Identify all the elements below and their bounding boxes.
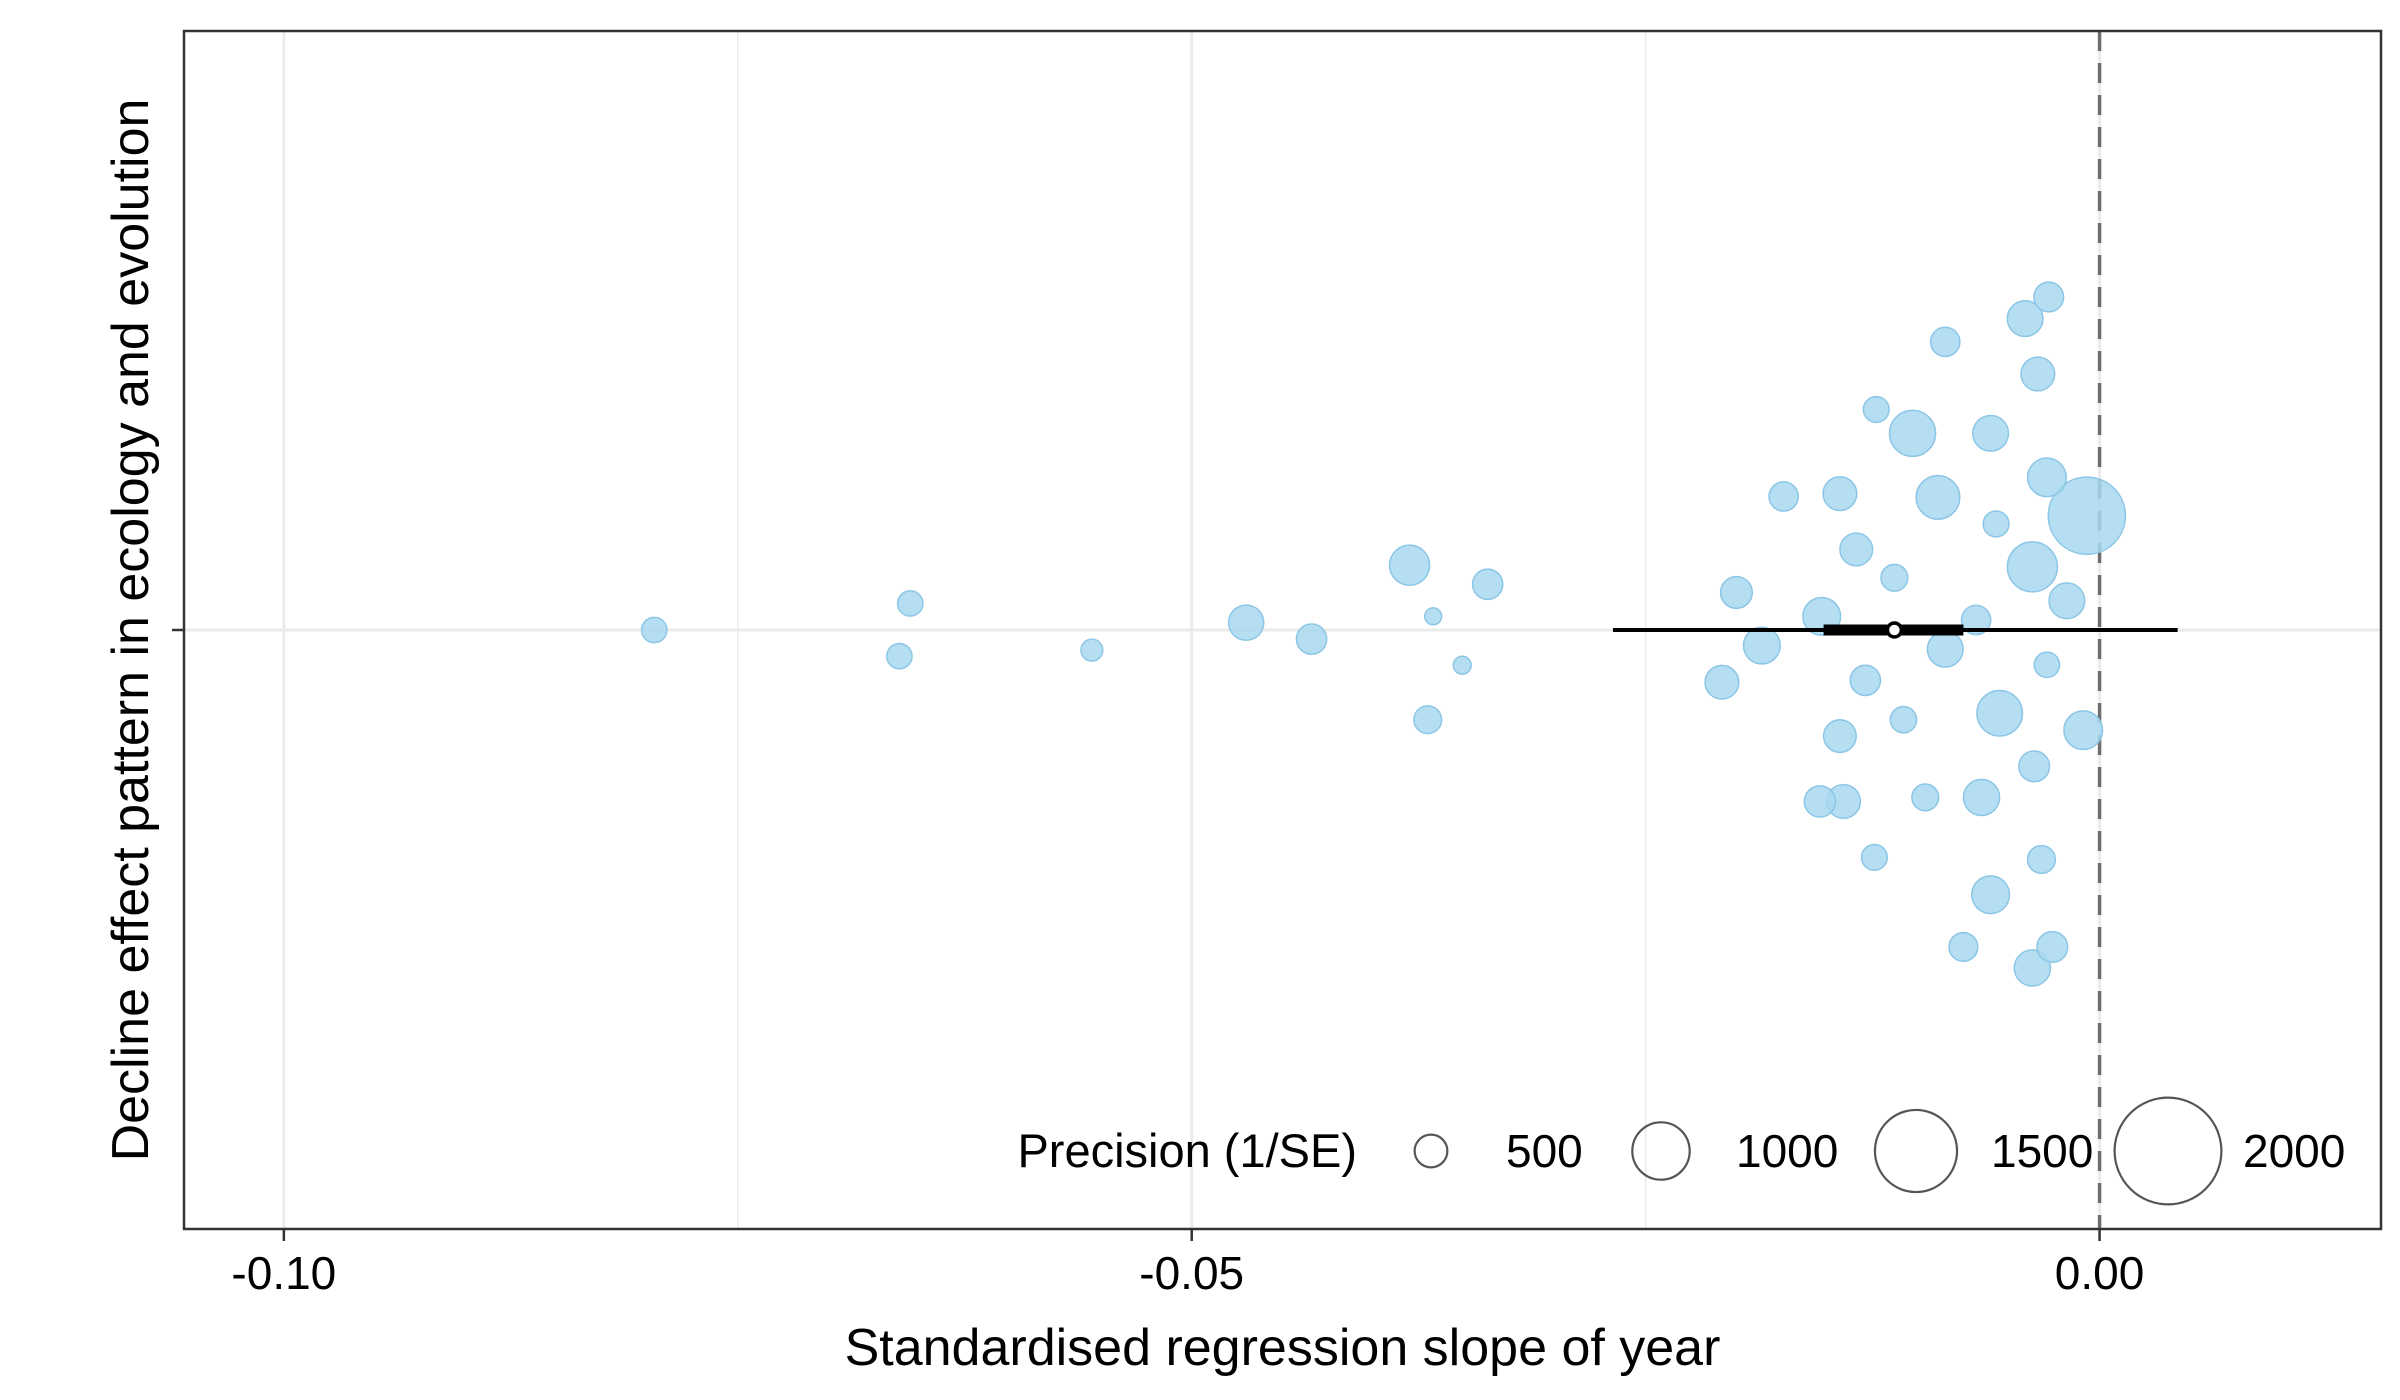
data-point bbox=[1803, 785, 1837, 818]
data-point bbox=[1972, 414, 2010, 452]
data-point bbox=[1227, 604, 1265, 641]
data-point bbox=[1452, 655, 1472, 675]
legend-key-circle bbox=[1873, 1108, 1959, 1194]
data-point bbox=[640, 616, 668, 644]
data-point bbox=[885, 642, 913, 670]
y-axis-title: Decline effect pattern in ecology and ev… bbox=[102, 99, 160, 1162]
legend-label: 1500 bbox=[1991, 1125, 2093, 1177]
data-point bbox=[1704, 664, 1740, 700]
data-point bbox=[1960, 604, 1992, 636]
data-point bbox=[1862, 395, 1890, 424]
legend-label: 500 bbox=[1506, 1125, 1583, 1177]
data-point bbox=[1976, 689, 2024, 737]
data-point bbox=[896, 590, 924, 617]
estimate-point bbox=[1885, 621, 1904, 639]
legend-label: 1000 bbox=[1736, 1125, 1838, 1177]
data-point bbox=[2063, 710, 2104, 751]
legend-key-circle bbox=[1413, 1133, 1449, 1169]
data-point bbox=[1982, 510, 2010, 538]
data-point bbox=[1971, 875, 2011, 915]
data-point bbox=[1839, 532, 1874, 567]
data-point bbox=[1080, 638, 1104, 662]
data-point bbox=[1915, 474, 1961, 520]
data-point bbox=[1822, 476, 1858, 512]
data-point bbox=[2033, 651, 2061, 679]
x-tick-label: -0.10 bbox=[231, 1247, 336, 1299]
data-point bbox=[2013, 949, 2052, 987]
x-tick-label: -0.05 bbox=[1139, 1247, 1244, 1299]
data-point bbox=[1413, 705, 1443, 735]
data-point bbox=[1768, 481, 1800, 512]
data-point bbox=[1424, 607, 1443, 626]
data-point bbox=[1911, 783, 1940, 812]
plot-panel: Precision (1/SE) 500 1000 1500 2000 bbox=[182, 29, 2383, 1231]
legend-key-circle bbox=[2113, 1096, 2223, 1206]
data-point bbox=[2006, 300, 2044, 338]
data-point bbox=[1962, 778, 2001, 817]
axes: -0.10 -0.05 0.00 bbox=[172, 628, 2145, 1299]
x-axis-title: Standardised regression slope of year bbox=[845, 1319, 1721, 1377]
data-point bbox=[2026, 844, 2057, 875]
data-point bbox=[1889, 705, 1918, 734]
data-point bbox=[2048, 582, 2086, 620]
data-point bbox=[1880, 563, 1909, 592]
data-point bbox=[1471, 568, 1504, 601]
data-point bbox=[1822, 718, 1858, 754]
data-point bbox=[2033, 281, 2065, 313]
data-point bbox=[2006, 541, 2059, 593]
data-point bbox=[2026, 457, 2067, 498]
data-point bbox=[1948, 931, 1979, 963]
legend-title: Precision (1/SE) bbox=[1017, 1124, 1357, 1177]
data-point bbox=[1849, 664, 1882, 697]
x-tick-label: 0.00 bbox=[2055, 1247, 2145, 1299]
data-point bbox=[1860, 843, 1889, 872]
data-point bbox=[1295, 623, 1328, 656]
data-point bbox=[2018, 750, 2051, 783]
data-point bbox=[1888, 409, 1937, 458]
legend-label: 2000 bbox=[2243, 1125, 2345, 1177]
data-point bbox=[2047, 476, 2127, 556]
legend-key-circle bbox=[1631, 1121, 1691, 1181]
data-point bbox=[1742, 626, 1781, 665]
data-point bbox=[2020, 356, 2056, 392]
data-points bbox=[640, 281, 2127, 987]
data-point bbox=[2036, 930, 2069, 964]
data-point bbox=[1929, 326, 1961, 358]
data-point bbox=[1926, 630, 1964, 668]
legend: Precision (1/SE) 500 1000 1500 2000 bbox=[1017, 1096, 2345, 1206]
data-point bbox=[1719, 575, 1754, 610]
data-point bbox=[1388, 544, 1431, 587]
meta-analytic-estimate bbox=[1612, 621, 2178, 639]
